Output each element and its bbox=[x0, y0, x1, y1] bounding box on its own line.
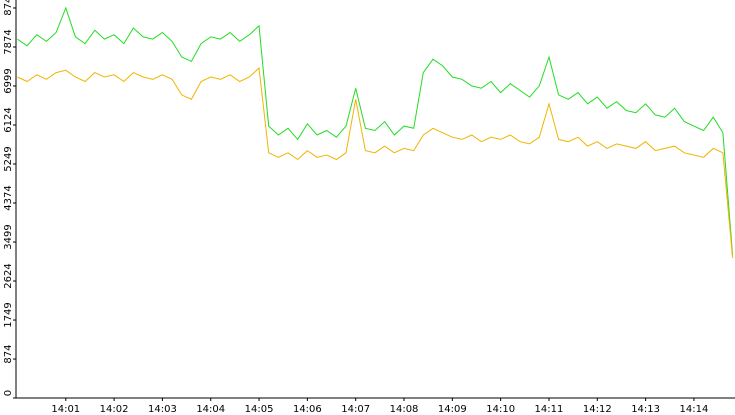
x-tick-label: 14:13 bbox=[631, 404, 660, 415]
y-tick-label: 3499 bbox=[3, 224, 14, 249]
y-tick-label: 7874 bbox=[3, 29, 14, 54]
data-line bbox=[17, 67, 734, 259]
x-tick-label: 14:08 bbox=[390, 404, 419, 415]
y-tick-label: 5249 bbox=[3, 146, 14, 171]
y-tick-label: 8749 bbox=[3, 0, 14, 16]
y-tick-label: 874 bbox=[3, 344, 14, 363]
x-tick-label: 14:12 bbox=[583, 404, 612, 415]
x-tick-label: 14:09 bbox=[438, 404, 467, 415]
y-tick-label: 0 bbox=[3, 390, 14, 396]
y-tick-label: 1749 bbox=[3, 302, 14, 327]
x-tick-label: 14:05 bbox=[245, 404, 274, 415]
y-tick-label: 2624 bbox=[3, 263, 14, 288]
y-tick-label: 6999 bbox=[3, 68, 14, 93]
x-tick-label: 14:06 bbox=[293, 404, 322, 415]
y-tick-label: 6124 bbox=[3, 107, 14, 132]
x-tick-label: 14:10 bbox=[486, 404, 515, 415]
x-tick-label: 14:14 bbox=[680, 404, 709, 415]
x-tick-label: 14:02 bbox=[100, 404, 129, 415]
x-tick-label: 14:04 bbox=[196, 404, 225, 415]
data-line bbox=[17, 6, 734, 256]
x-tick-label: 14:03 bbox=[148, 404, 177, 415]
x-tick-label: 14:01 bbox=[51, 404, 80, 415]
y-tick-label: 4374 bbox=[3, 185, 14, 210]
x-tick-label: 14:11 bbox=[535, 404, 564, 415]
x-tick-label: 14:07 bbox=[341, 404, 370, 415]
